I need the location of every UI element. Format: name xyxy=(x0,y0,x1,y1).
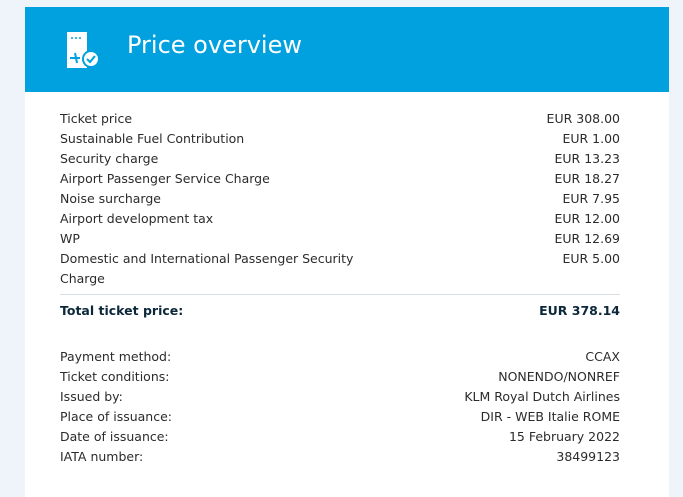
divider xyxy=(60,294,620,295)
price-row: Noise surcharge EUR 7.95 xyxy=(60,189,620,209)
price-row-label: WP xyxy=(60,231,80,246)
detail-row-label: Ticket conditions: xyxy=(60,369,170,384)
detail-row-value: DIR - WEB Italie ROME xyxy=(480,409,620,424)
detail-row-label: Date of issuance: xyxy=(60,429,169,444)
detail-row-label: Payment method: xyxy=(60,349,172,364)
detail-row-label: IATA number: xyxy=(60,449,144,464)
detail-row-value: NONENDO/NONREF xyxy=(498,369,620,384)
price-row-value: EUR 5.00 xyxy=(562,251,620,266)
total-row: Total ticket price: EUR 378.14 xyxy=(60,299,620,322)
detail-row: Issued by: KLM Royal Dutch Airlines xyxy=(60,387,620,407)
total-value: EUR 378.14 xyxy=(539,303,620,318)
price-row-value: EUR 7.95 xyxy=(562,191,620,206)
price-row-value: EUR 12.00 xyxy=(554,211,621,226)
detail-row-value: 15 February 2022 xyxy=(508,429,620,444)
price-row-label: Security charge xyxy=(60,151,159,166)
detail-row-label: Place of issuance: xyxy=(60,409,173,424)
price-overview-card: Price overview Ticket price EUR 308.00 Sus… xyxy=(25,7,669,497)
total-label: Total ticket price: xyxy=(60,303,184,318)
price-row-label: Ticket price xyxy=(60,111,133,126)
price-row-label: Domestic and International Passenger Sec… xyxy=(60,251,354,286)
detail-row-value: KLM Royal Dutch Airlines xyxy=(464,389,620,404)
price-row: Sustainable Fuel Contribution EUR 1.00 xyxy=(60,129,620,149)
price-row-value: EUR 12.69 xyxy=(554,231,621,246)
price-row-label: Airport development tax xyxy=(60,211,214,226)
detail-row: Payment method: CCAX xyxy=(60,347,620,367)
price-row-label: Noise surcharge xyxy=(60,191,161,206)
price-row-value: EUR 13.23 xyxy=(554,151,621,166)
page-title: Price overview xyxy=(127,31,302,59)
price-row: Domestic and International Passenger Sec… xyxy=(60,249,620,289)
ticket-check-icon xyxy=(67,32,99,68)
price-row-label: Sustainable Fuel Contribution xyxy=(60,131,245,146)
price-row-value: EUR 308.00 xyxy=(546,111,620,126)
price-row: WP EUR 12.69 xyxy=(60,229,620,249)
detail-row-label: Issued by: xyxy=(60,389,123,404)
detail-row-value: 38499123 xyxy=(556,449,620,464)
price-row-value: EUR 1.00 xyxy=(562,131,620,146)
detail-row-value: CCAX xyxy=(585,349,620,364)
price-row-value: EUR 18.27 xyxy=(554,171,621,186)
price-row: Ticket price EUR 308.00 xyxy=(60,109,620,129)
price-row: Airport Passenger Service Charge EUR 18.2… xyxy=(60,169,620,189)
detail-row: Date of issuance: 15 February 2022 xyxy=(60,427,620,447)
card-header: Price overview xyxy=(25,7,669,92)
price-row: Airport development tax EUR 12.00 xyxy=(60,209,620,229)
detail-row: Ticket conditions: NONENDO/NONREF xyxy=(60,367,620,387)
price-row-label: Airport Passenger Service Charge xyxy=(60,171,270,186)
price-row: Security charge EUR 13.23 xyxy=(60,149,620,169)
detail-row: IATA number: 38499123 xyxy=(60,447,620,467)
detail-row: Place of issuance: DIR - WEB Italie ROME xyxy=(60,407,620,427)
